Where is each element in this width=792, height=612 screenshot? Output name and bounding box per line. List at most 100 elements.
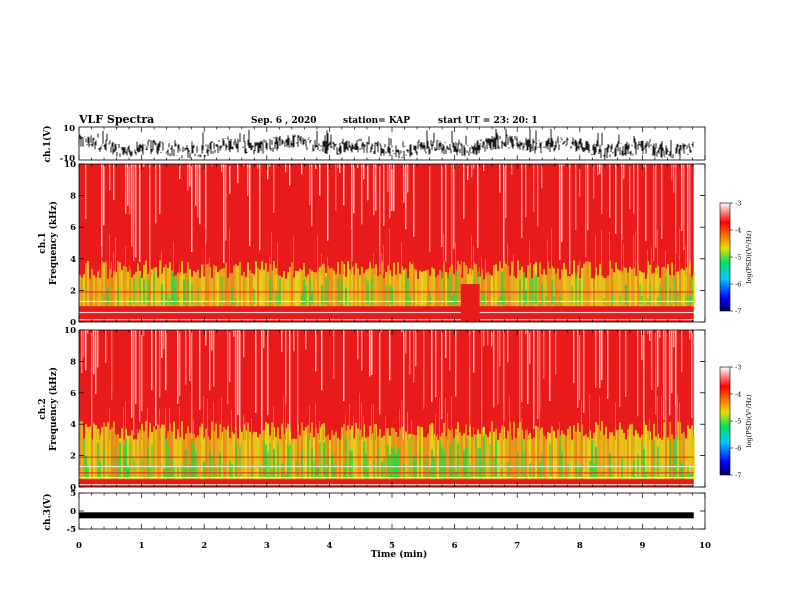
header-station: station= KAP (343, 116, 410, 126)
vlf-band-core (507, 461, 509, 478)
sferic-streak (469, 330, 471, 433)
vlf-band-tail (151, 272, 152, 275)
vlf-band-tail (447, 412, 448, 440)
vlf-band-cell (627, 272, 629, 307)
sferic-streak (393, 164, 395, 212)
vlf-band-tail (219, 426, 220, 440)
vlf-band-cell (443, 422, 445, 480)
sferic-streak (363, 164, 365, 180)
vlf-band-cell (459, 432, 461, 480)
vlf-band-cell (545, 274, 547, 307)
sferic-streak (599, 330, 601, 389)
vlf-band-cell (295, 270, 297, 307)
vlf-band-cell (621, 271, 623, 307)
vlf-band-tail (269, 256, 270, 275)
vlf-band-cell (601, 421, 603, 480)
vlf-band-cell (87, 427, 89, 480)
vlf-band-cell (205, 428, 207, 480)
sferic-streak (583, 330, 585, 413)
vlf-band-cell (401, 426, 403, 480)
vlf-band-core (119, 442, 121, 478)
sferic-streak (141, 330, 143, 412)
vlf-band-core (171, 271, 173, 305)
vlf-band-cell (581, 424, 583, 480)
vlf-band-cell (573, 425, 575, 480)
vlf-band-core (367, 469, 369, 478)
vlf-band-cell (121, 428, 123, 480)
vlf-band-cell (313, 437, 315, 480)
vlf-band-cell (339, 274, 341, 307)
vlf-band-cell (493, 265, 495, 307)
vlf-band-cell (653, 272, 655, 307)
vlf-band-cell (393, 262, 395, 307)
sferic-streak (289, 330, 291, 440)
vlf-band-tail (91, 422, 92, 440)
vlf-band-cell (183, 439, 185, 480)
sferic-streak (497, 330, 499, 405)
sferic-streak (361, 330, 363, 371)
vlf-band-cell (225, 262, 227, 307)
sferic-streak (81, 330, 83, 373)
vlf-band-cell (417, 426, 419, 480)
vlf-band-core (483, 291, 485, 305)
vlf-band-cell (329, 268, 331, 307)
sferic-streak (159, 164, 161, 214)
vlf-band-core (349, 301, 351, 305)
vlf-band-cell (647, 261, 649, 307)
vlf-band-tail (271, 231, 272, 275)
vlf-band-cell (399, 273, 401, 307)
vlf-band-core (451, 296, 453, 305)
sferic-streak (405, 330, 407, 354)
vlf-band-core (645, 471, 647, 478)
sferic-streak (655, 330, 657, 415)
ch1-spectrogram-ytick-label: 4 (70, 255, 76, 265)
vlf-band-core (395, 453, 397, 478)
vlf-band-tail (393, 437, 394, 440)
vlf-band-cell (163, 424, 165, 480)
vlf-band-tail (513, 254, 514, 275)
sferic-streak (367, 164, 369, 201)
vlf-band-core (685, 294, 687, 305)
vlf-band-cell (497, 439, 499, 480)
vlf-band-core (175, 275, 177, 305)
vlf-band-core (281, 463, 283, 478)
ch2-spectrogram-ylabel-frequency: Frequency (kHz) (48, 367, 59, 451)
vlf-band-cell (253, 431, 255, 480)
vlf-band-cell (439, 269, 441, 307)
vlf-band-cell (189, 269, 191, 307)
sferic-streak (247, 164, 249, 197)
sferic-streak (211, 164, 213, 167)
vlf-band-cell (693, 436, 695, 480)
vlf-band-tail (439, 397, 440, 440)
vlf-band-core (463, 449, 465, 478)
vlf-band-tail (601, 229, 602, 275)
sferic-streak (285, 164, 287, 173)
sferic-streak (423, 330, 425, 409)
vlf-band-core (351, 450, 353, 478)
vlf-band-core (611, 292, 613, 305)
sferic-streak (379, 330, 381, 415)
vlf-band-cell (109, 269, 111, 307)
vlf-band-cell (113, 270, 115, 307)
sferic-streak (83, 330, 85, 357)
vlf-band-tail (633, 234, 634, 275)
vlf-band-tail (547, 240, 548, 275)
vlf-band-cell (215, 423, 217, 480)
sferic-streak (233, 330, 235, 337)
vlf-band-cell (539, 429, 541, 480)
time-axis: Time (min) 0 1 2 3 4 5 6 7 8 9 10 (76, 127, 711, 560)
vlf-band-tail (647, 249, 648, 275)
vlf-band-cell (487, 436, 489, 480)
vlf-band-tail (651, 247, 652, 275)
vlf-band-core (673, 275, 675, 305)
vlf-band-cell (257, 267, 259, 307)
sferic-streak (405, 164, 407, 230)
vlf-band-cell (427, 433, 429, 480)
vlf-band-cell (189, 432, 191, 480)
sferic-streak (269, 164, 271, 167)
vlf-band-tail (413, 261, 414, 275)
vlf-band-core (419, 447, 421, 478)
vlf-band-cell (255, 261, 257, 307)
vlf-band-cell (107, 421, 109, 480)
vlf-band-cell (339, 439, 341, 480)
